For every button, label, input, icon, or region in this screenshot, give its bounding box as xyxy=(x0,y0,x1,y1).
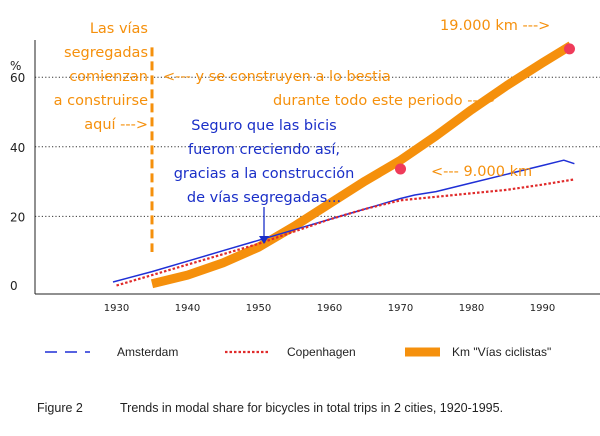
gridlines xyxy=(35,76,600,295)
blue-note-line-1: Seguro que las bicis xyxy=(191,118,336,134)
y-tick-label-40: 40 xyxy=(10,141,25,155)
caption-label: Figure 2 xyxy=(37,401,83,415)
annotation-blue: Seguro que las bicis fueron creciendo así… xyxy=(174,118,355,206)
series-line-copenhagen xyxy=(116,178,575,287)
series-line-kmvasciclistas xyxy=(150,41,574,289)
y-tick-label-60: 60 xyxy=(10,71,25,85)
blue-note-line-4: de vías segregadas... xyxy=(187,190,341,206)
axes: % xyxy=(10,40,36,294)
y-tick-label-0: 0 xyxy=(10,279,18,293)
left-note-line-5: aquí ---> xyxy=(84,117,148,133)
blue-note-line-3: gracias a la construcción xyxy=(174,166,355,182)
x-tick-label-1950: 1950 xyxy=(246,303,271,314)
tick-labels: 1930 1940 1950 1960 1970 1980 1990 0 20 40 60 xyxy=(10,71,555,314)
x-tick-label-1930: 1930 xyxy=(104,303,129,314)
y-unit-label: % xyxy=(10,59,21,73)
point-markers xyxy=(395,43,575,175)
caption-text: Trends in modal share for bicycles in to… xyxy=(120,401,503,415)
x-tick-label-1990: 1990 xyxy=(530,303,555,314)
annotation-arrow xyxy=(259,207,269,244)
x-tick-label-1980: 1980 xyxy=(459,303,484,314)
legend-label-1: Amsterdam xyxy=(117,345,178,359)
marker-point-2 xyxy=(563,43,575,55)
series-line-amsterdam xyxy=(112,159,575,283)
x-tick-label-1940: 1940 xyxy=(175,303,200,314)
x-tick-label-1960: 1960 xyxy=(317,303,342,314)
blue-note-line-2: fueron creciendo así, xyxy=(188,142,340,158)
left-note-line-1: Las vías xyxy=(90,21,148,37)
nine-k-note-line-1: <--- 9.000 km xyxy=(431,164,532,180)
annotation-9000km: <--- 9.000 km xyxy=(431,164,532,180)
series-lines xyxy=(112,41,575,289)
annotation-middle: <--- y se construyen a lo bestia durante … xyxy=(163,69,495,109)
middle-note-line-1: <--- y se construyen a lo bestia xyxy=(163,69,391,85)
left-note-line-2: segregadas xyxy=(64,45,148,61)
legend-label-2: Copenhagen xyxy=(287,345,356,359)
legend: Amsterdam Copenhagen Km "Vías ciclistas" xyxy=(45,345,551,359)
figure-caption: Figure 2 Trends in modal share for bicyc… xyxy=(37,401,503,415)
middle-note-line-2: durante todo este periodo ---> xyxy=(273,93,495,109)
legend-label-3: Km "Vías ciclistas" xyxy=(452,345,551,359)
x-tick-label-1970: 1970 xyxy=(388,303,413,314)
y-tick-label-20: 20 xyxy=(10,210,25,224)
left-note-line-4: a construirse xyxy=(54,93,148,109)
top-note-line-1: 19.000 km ---> xyxy=(440,18,550,34)
annotation-left: Las vías segregadas comienzan a construirse… xyxy=(54,21,148,133)
marker-point-1 xyxy=(395,163,406,175)
left-note-line-3: comienzan xyxy=(69,69,148,85)
annotation-top: 19.000 km ---> xyxy=(440,18,550,34)
